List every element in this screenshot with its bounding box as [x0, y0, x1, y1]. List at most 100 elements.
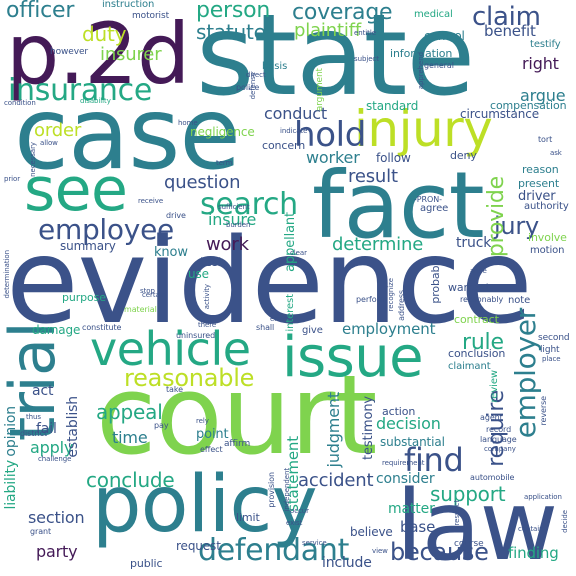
word-thus: thus: [26, 413, 41, 421]
word-motorist: motorist: [132, 11, 170, 21]
word-place: place: [542, 355, 561, 363]
word-argue: argue: [520, 86, 566, 105]
word-grant: grant: [30, 527, 52, 536]
word-provision: provision: [267, 472, 276, 508]
word-concern: concern: [262, 139, 306, 152]
word-support: support: [430, 482, 506, 506]
word-public: public: [130, 557, 163, 570]
word-officer: officer: [6, 0, 75, 23]
word-company: company: [484, 445, 516, 453]
word-shall: shall: [256, 323, 275, 332]
word-contract: contract: [454, 313, 499, 326]
word-constitute: constitute: [82, 323, 122, 332]
word-review: review: [489, 370, 500, 403]
word-record: record: [486, 425, 512, 434]
word-accident: accident: [298, 470, 374, 491]
word-uninsured: uninsured: [176, 331, 216, 340]
word-instruction: instruction: [102, 0, 155, 10]
word-driver: driver: [518, 189, 556, 204]
word-condition: condition: [4, 99, 36, 107]
word-activity: activity: [203, 284, 211, 310]
word-present: present: [518, 177, 560, 190]
word-rely: rely: [196, 417, 209, 425]
word-reverse: reverse: [539, 396, 548, 426]
word-coverage: coverage: [292, 0, 393, 25]
word-duty: duty: [82, 22, 127, 46]
word-sufficient: sufficient: [218, 203, 250, 211]
word-recognize: recognize: [387, 278, 395, 312]
word-damage: damage: [32, 323, 81, 337]
word-clear: clear: [290, 249, 307, 257]
word-fact: fact: [312, 152, 485, 259]
word-consider: consider: [376, 471, 435, 487]
word-result: result: [348, 166, 398, 187]
word-course: course: [454, 539, 484, 549]
word-case: case: [14, 75, 241, 192]
word-affirm: affirm: [224, 439, 251, 449]
word-burden: burden: [226, 221, 251, 229]
word-jury: jury: [494, 212, 539, 240]
word-negligence: negligence: [190, 125, 255, 139]
word-conduct: conduct: [264, 104, 327, 123]
word-substantial: substantial: [380, 435, 445, 449]
word-limit: limit: [236, 511, 260, 524]
word-pay: pay: [154, 421, 169, 430]
word-material: material: [124, 305, 157, 314]
word-take: take: [166, 385, 183, 394]
word-warrant: warrant: [448, 281, 490, 294]
word-police: police: [236, 83, 260, 92]
word-work: work: [206, 234, 249, 255]
word-benefit: benefit: [484, 22, 536, 40]
word-employer: employer: [509, 308, 542, 439]
word-insurer: insurer: [100, 44, 162, 65]
word-insure: insure: [208, 210, 257, 229]
word-testify: testify: [530, 39, 561, 50]
word-application: application: [524, 493, 562, 501]
word-contain: contain: [518, 525, 544, 533]
word-term: term: [216, 159, 233, 167]
word-there: there: [198, 321, 217, 329]
word-deny: deny: [450, 149, 477, 162]
word-employment: employment: [342, 320, 436, 338]
word-defendant: defendant: [198, 533, 350, 568]
word-appellant: appellant: [283, 212, 298, 272]
word-occur: occur: [290, 507, 309, 515]
word-right: right: [522, 54, 559, 73]
word-employee: employee: [38, 213, 174, 246]
word-base: base: [400, 518, 436, 536]
word-opinion: opinion: [3, 406, 19, 457]
word-purpose: purpose: [62, 291, 106, 304]
word-fail: fail: [36, 421, 57, 437]
word-use: use: [188, 267, 209, 281]
word-determine: determine: [332, 234, 424, 255]
word-automobile: automobile: [470, 473, 515, 482]
word-rule: rule: [462, 330, 504, 355]
word-apply: apply: [30, 438, 74, 457]
word-interest: interest: [285, 294, 296, 332]
word-time: time: [112, 428, 148, 447]
word-see: see: [24, 155, 128, 225]
word-believe: believe: [350, 525, 393, 539]
word-pronoun: -PRON-: [414, 195, 442, 204]
word-testimony: testimony: [361, 396, 376, 460]
word-injury: injury: [354, 100, 493, 158]
word-requirement: requirement: [382, 459, 425, 467]
word-language: language: [480, 435, 517, 444]
word-control: control: [424, 29, 465, 43]
word-authority: authority: [524, 201, 569, 212]
word-basis: basis: [262, 61, 288, 72]
word-liability: liability: [3, 460, 19, 510]
word-statute: statute: [196, 20, 266, 44]
word-respect: respect: [453, 500, 461, 526]
word-receive: receive: [138, 197, 164, 205]
word-question: question: [164, 172, 241, 193]
word-act: act: [32, 383, 54, 399]
word-matter: matter: [388, 501, 435, 517]
word-know: know: [154, 245, 188, 260]
word-entitle: entitle: [354, 29, 376, 37]
word-find: find: [404, 441, 464, 479]
word-second: second: [538, 333, 570, 343]
word-certain: certain: [142, 291, 166, 299]
word-compensation: compensation: [490, 99, 567, 112]
